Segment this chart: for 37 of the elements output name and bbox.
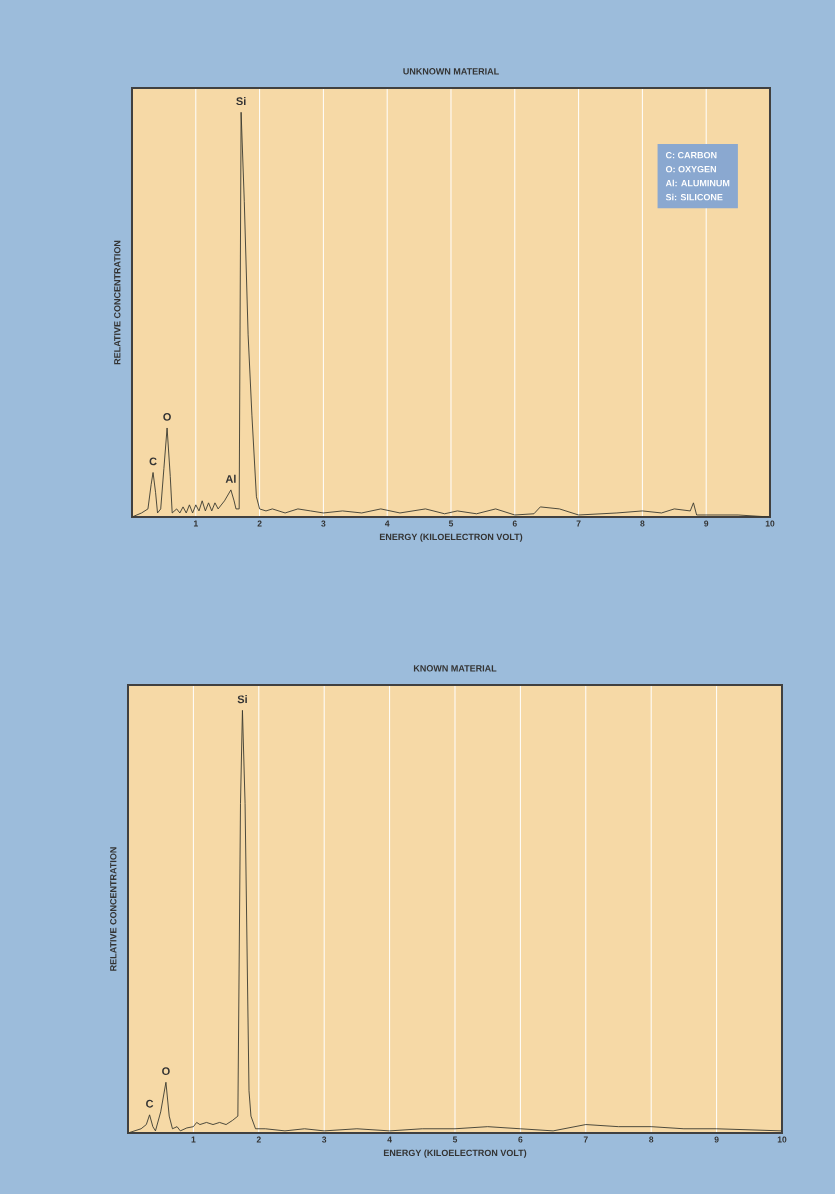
x-axis-title: ENERGY (KILOELECTRON VOLT) [383,1149,527,1158]
x-axis-title: ENERGY (KILOELECTRON VOLT) [379,533,523,542]
x-tick-label: 6 [518,1136,523,1143]
x-tick-label: 9 [714,1136,719,1143]
annotation: O [162,1067,170,1076]
x-tick-label: 8 [649,1136,654,1143]
annotation: Si [236,97,246,106]
annotation: Si: SILICONE [665,193,723,201]
x-tick-label: 6 [512,520,517,527]
x-tick-label: 2 [257,520,262,527]
x-tick-label: 1 [193,520,198,527]
x-tick-label: 4 [384,520,390,527]
x-tick-label: 7 [576,520,581,527]
x-tick-label: 3 [321,520,326,527]
annotation: C [146,1099,154,1108]
y-axis-title: RELATIVE CONCENTRATION [114,240,121,365]
x-tick-label: 10 [765,520,775,527]
x-tick-label: 2 [256,1136,261,1143]
x-tick-label: 5 [452,1136,458,1143]
annotation: Al: ALUMINUM [665,179,730,187]
x-tick-label: 7 [583,1136,588,1143]
annotation: O [163,413,171,421]
x-tick-label: 3 [322,1136,327,1143]
annotation: Al [225,474,236,483]
annotation: O: OXYGEN [665,165,716,173]
chart-title: KNOWN MATERIAL [413,665,497,672]
x-tick-label: 4 [387,1136,392,1143]
x-tick-label: 8 [640,520,645,527]
annotation: C [149,457,157,466]
annotation: C: CARBON [665,151,717,159]
x-tick-label: 1 [191,1136,196,1143]
y-axis-title: RELATIVE CONCENTRATION [110,847,117,971]
chart-title: UNKNOWN MATERIAL [403,68,499,75]
x-tick-label: 10 [777,1136,787,1143]
x-tick-label: 5 [448,520,454,527]
annotation: Si [237,695,247,704]
x-tick-label: 9 [704,520,709,527]
